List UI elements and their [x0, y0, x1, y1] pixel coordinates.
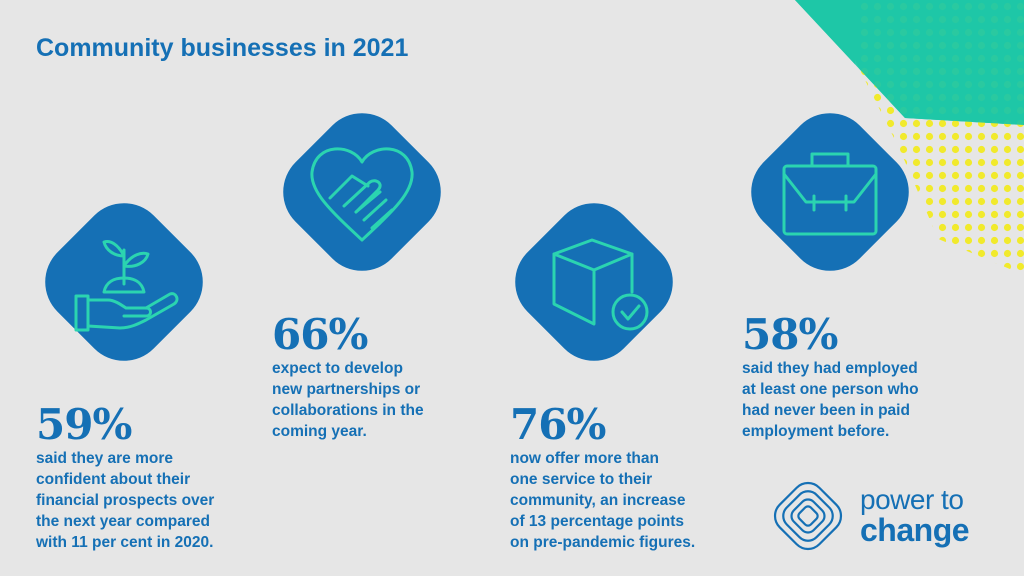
handshake-heart-icon [310, 147, 414, 242]
badge-box [504, 192, 684, 372]
stat-value: 76% [510, 400, 606, 449]
logo-text-line1: power to [860, 484, 964, 515]
stat-76: 76% now offer more than one service to t… [510, 404, 695, 553]
page-title: Community businesses in 2021 [36, 34, 409, 62]
hand-plant-icon [74, 240, 179, 332]
power-to-change-logo: power to change [772, 480, 1012, 560]
stat-59: 59% said they are more confident about t… [36, 404, 214, 553]
badge-plant [34, 192, 214, 372]
stat-value: 58% [742, 310, 838, 359]
stat-description: expect to develop new partnerships or co… [272, 360, 424, 440]
stat-58: 58% said they had employed at least one … [742, 314, 919, 442]
stat-description: said they had employed at least one pers… [742, 360, 919, 440]
stat-value: 59% [36, 400, 132, 449]
logo-text-line2: change [860, 512, 970, 548]
stat-description: said they are more confident about their… [36, 450, 215, 551]
stat-value: 66% [272, 310, 368, 359]
briefcase-icon [782, 152, 878, 236]
stat-66: 66% expect to develop new partnerships o… [272, 314, 424, 442]
box-check-icon [552, 238, 649, 331]
badge-handshake [272, 102, 452, 282]
badge-briefcase [740, 102, 920, 282]
logo-mark-icon [773, 481, 843, 551]
stat-description: now offer more than one service to their… [510, 450, 696, 551]
